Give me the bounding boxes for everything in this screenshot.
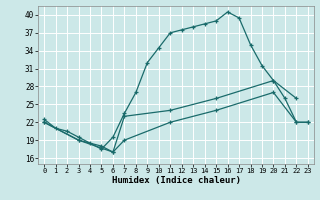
X-axis label: Humidex (Indice chaleur): Humidex (Indice chaleur) <box>111 176 241 185</box>
